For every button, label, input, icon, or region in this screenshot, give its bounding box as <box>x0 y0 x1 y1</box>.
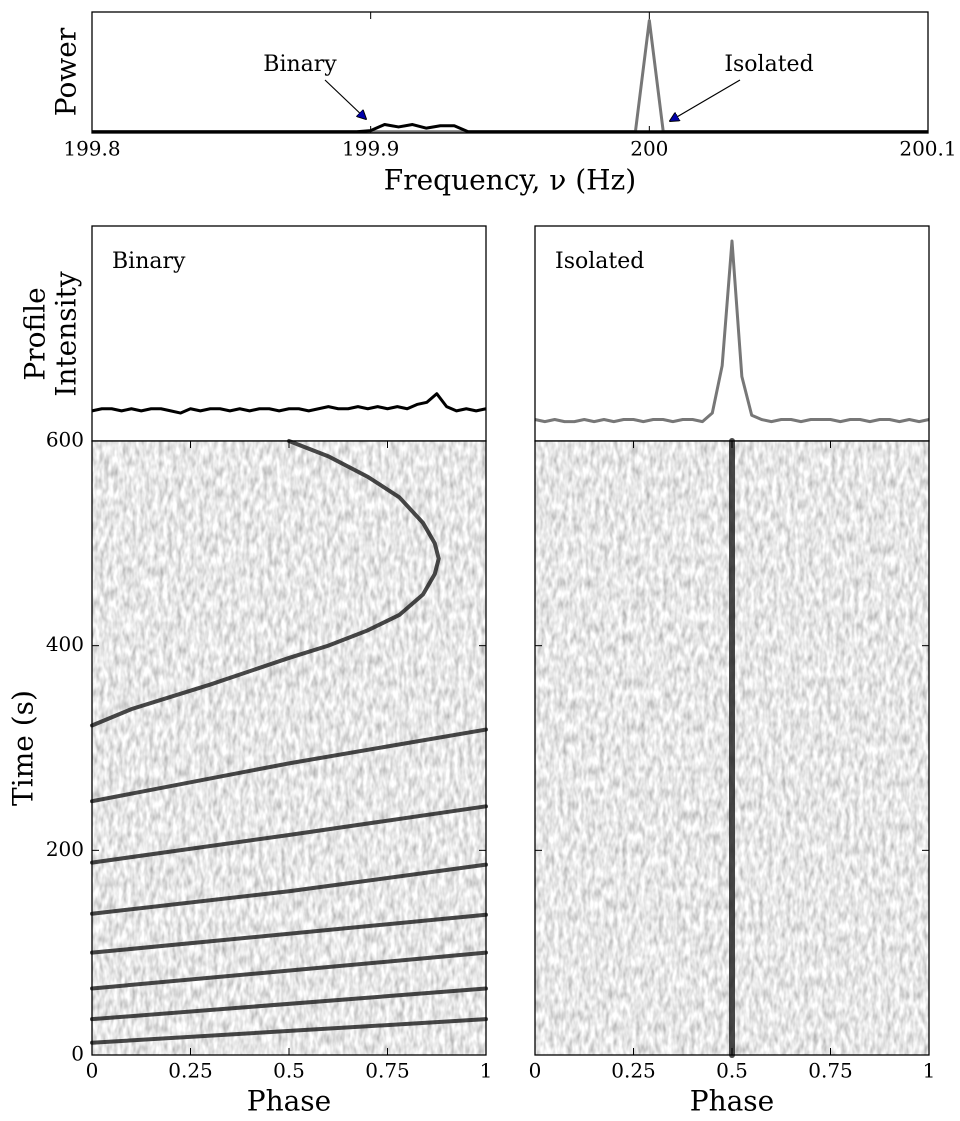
spectrum-line <box>92 123 928 134</box>
y-axis-label: Profile <box>19 287 52 380</box>
y-axis-label: Power <box>50 27 83 116</box>
panel-label: Binary <box>112 249 186 274</box>
x-axis-label: Frequency, ν (Hz) <box>384 164 636 197</box>
x-tick-label: 0.25 <box>168 1059 213 1083</box>
x-tick-label: 200 <box>630 137 668 161</box>
x-tick-label: 199.9 <box>342 137 399 161</box>
y-tick-label: 400 <box>46 632 84 656</box>
x-tick-label: 0 <box>86 1059 99 1083</box>
x-tick-label: 0.5 <box>716 1059 748 1083</box>
pulse-track <box>90 439 488 1045</box>
waterfall-background <box>92 441 486 1055</box>
x-tick-label: 199.8 <box>63 137 120 161</box>
x-tick-label: 0.75 <box>365 1059 410 1083</box>
annotation-arrow <box>670 79 741 121</box>
profile-line <box>534 239 930 424</box>
x-tick-label: 1 <box>480 1059 493 1083</box>
annotation-arrow <box>324 79 366 119</box>
x-tick-label: 0.25 <box>611 1059 656 1083</box>
x-tick-label: 0.75 <box>808 1059 853 1083</box>
y-axis-label: Intensity <box>50 271 83 397</box>
y-tick-label: 200 <box>46 837 84 861</box>
profile-line <box>91 392 487 415</box>
x-tick-label: 1 <box>923 1059 936 1083</box>
x-tick-label: 0.5 <box>273 1059 305 1083</box>
x-tick-label: 0 <box>529 1059 542 1083</box>
y-axis-label: Time (s) <box>7 690 40 806</box>
x-axis-label: Phase <box>247 1085 332 1118</box>
annotation: Isolated <box>724 52 813 77</box>
x-tick-label: 200.1 <box>899 137 956 161</box>
x-axis-label: Phase <box>690 1085 775 1118</box>
y-tick-label: 0 <box>71 1042 84 1066</box>
annotation: Binary <box>263 52 337 77</box>
axes-frame <box>91 11 929 134</box>
panel-label: Isolated <box>555 249 644 274</box>
y-tick-label: 600 <box>46 428 84 452</box>
